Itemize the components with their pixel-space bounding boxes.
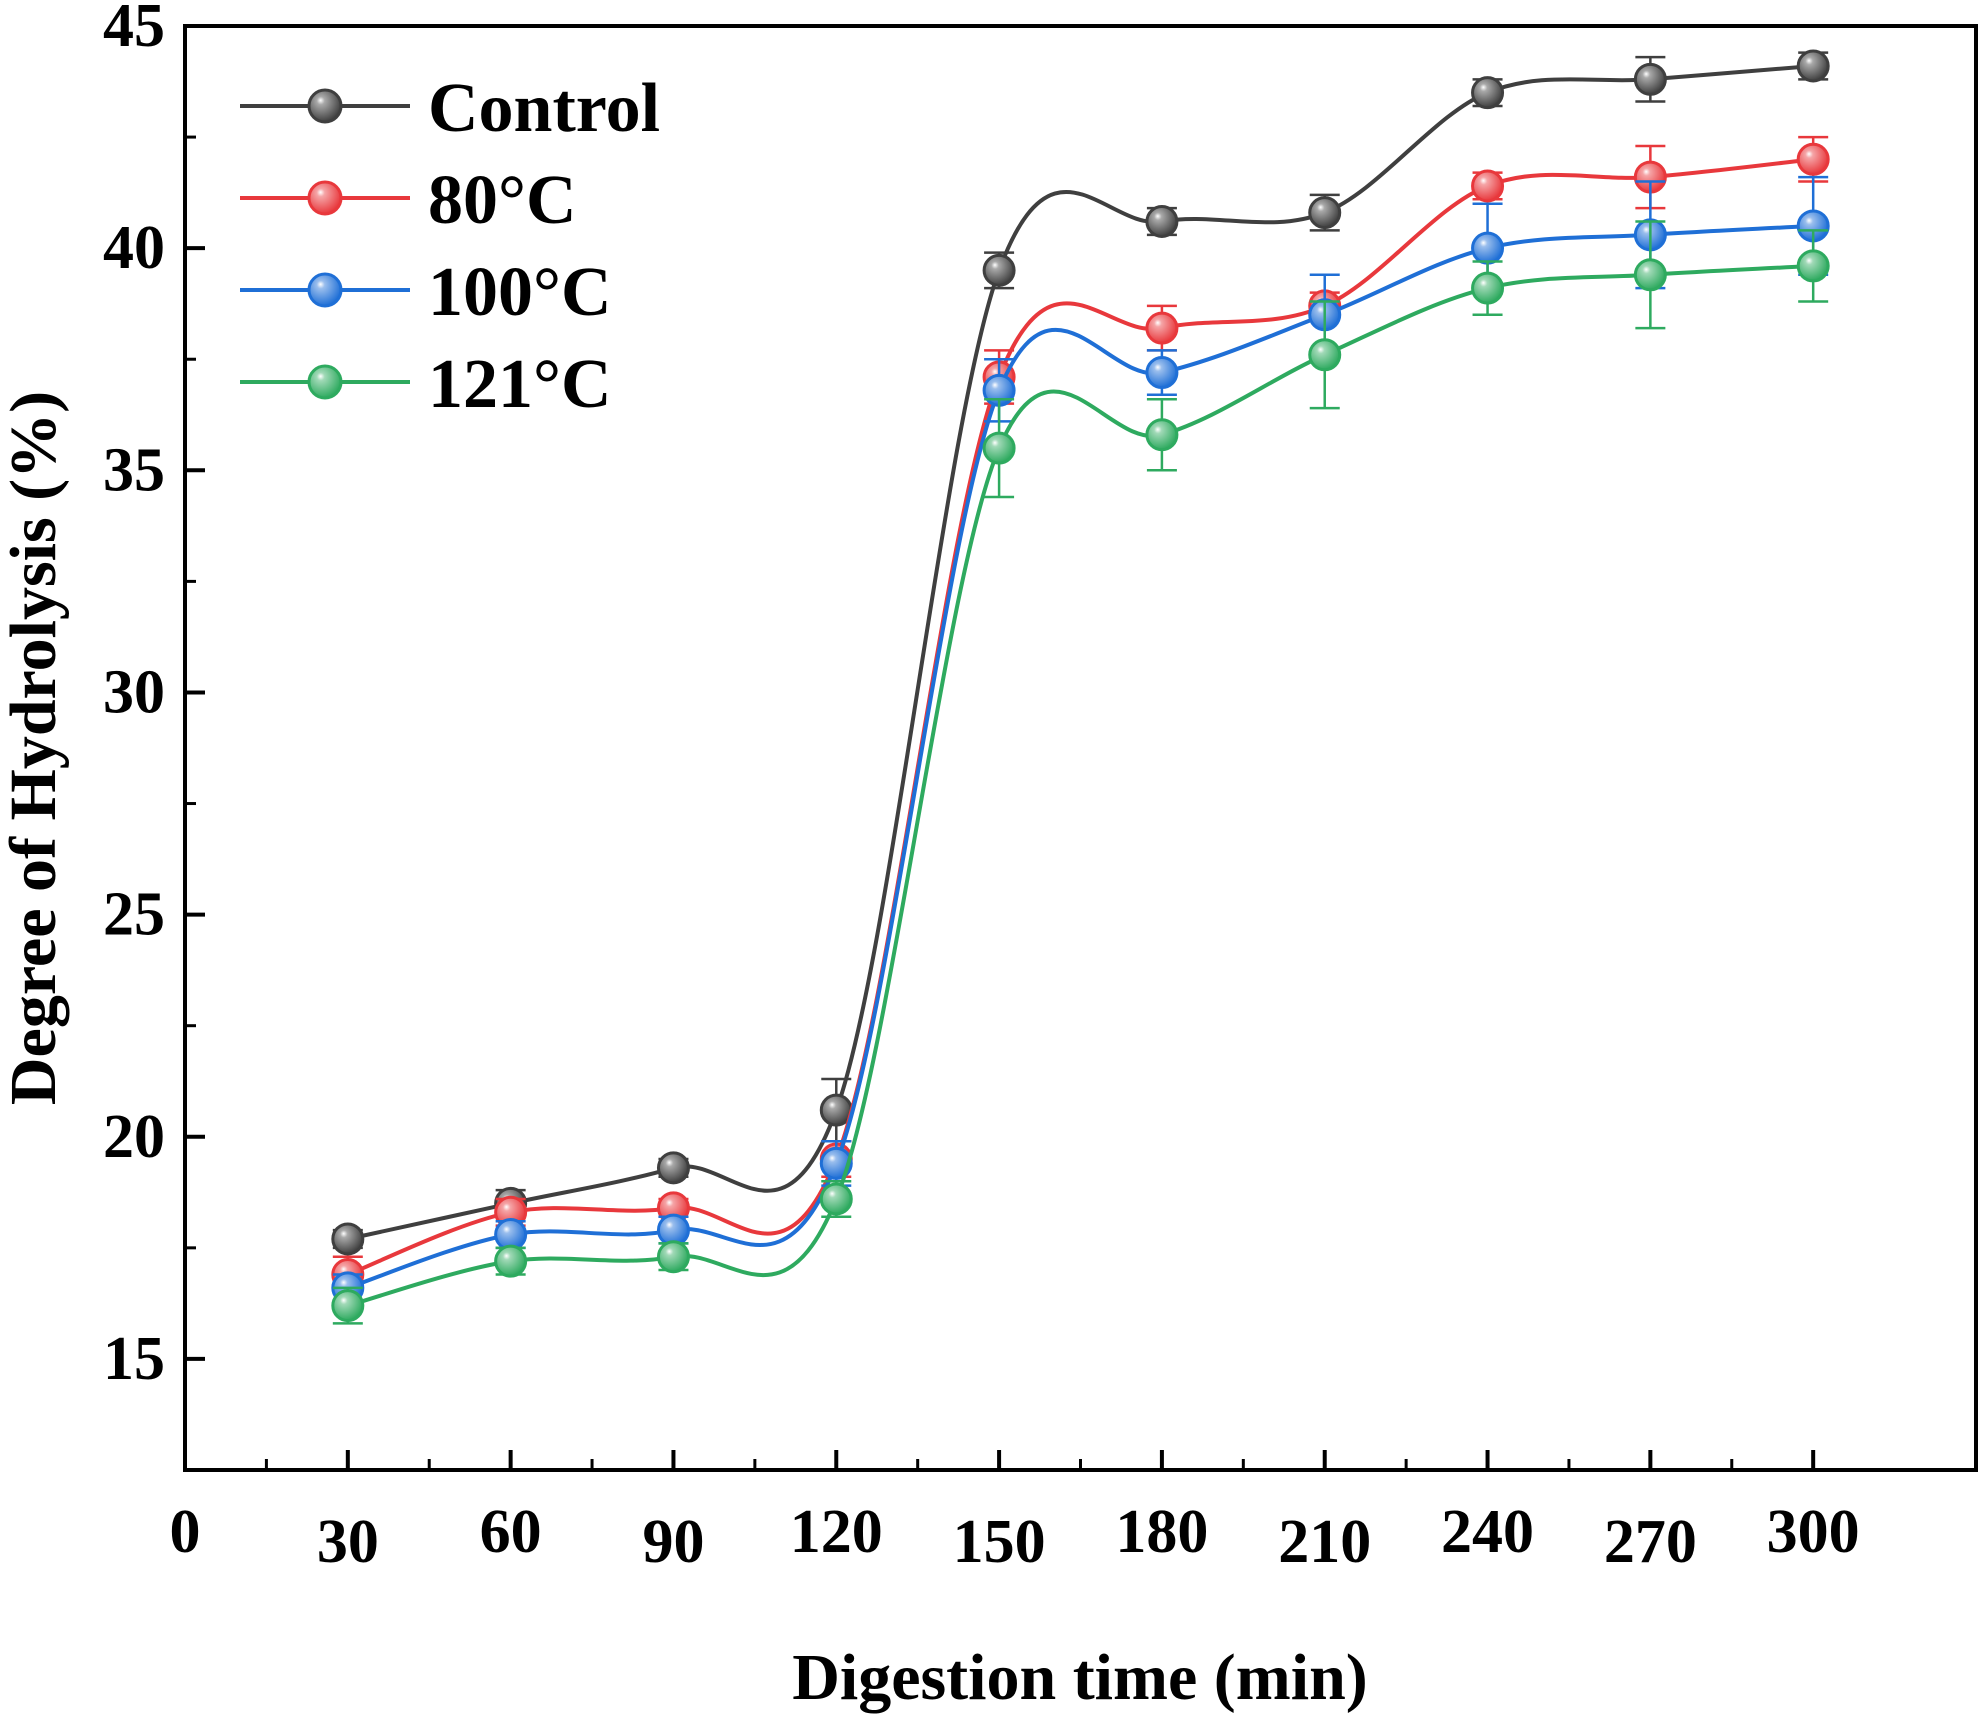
data-point-control-240 [1471, 76, 1505, 110]
data-point-control-90 [656, 1151, 690, 1185]
legend-label-121-c: 121°C [428, 346, 612, 423]
data-point-121-c-150 [982, 431, 1016, 465]
series-121-c [331, 220, 1830, 1325]
data-point-80-c-240 [1471, 169, 1505, 203]
legend-item-121-c: 121°C [240, 346, 612, 423]
y-tick-label-15: 15 [103, 1325, 165, 1393]
data-point-control-150 [982, 253, 1016, 287]
data-point-80-c-300 [1796, 142, 1830, 176]
legend-label-control: Control [428, 70, 660, 147]
y-tick-label-45: 45 [103, 0, 165, 60]
x-tick-label-270: 270 [1604, 1508, 1697, 1576]
data-point-80-c-180 [1145, 311, 1179, 345]
data-point-control-30 [331, 1222, 365, 1256]
data-point-121-c-270 [1633, 258, 1667, 292]
data-point-100-c-120 [819, 1146, 853, 1180]
legend-marker-80-c [307, 180, 343, 216]
data-point-control-270 [1633, 62, 1667, 96]
plot-frame [183, 24, 1978, 1472]
data-point-121-c-60 [494, 1244, 528, 1278]
x-tick-label-30: 30 [317, 1508, 379, 1576]
legend-marker-100-c [307, 272, 343, 308]
y-tick-label-20: 20 [103, 1103, 165, 1171]
legend-label-80-c: 80°C [428, 162, 577, 239]
x-axis: 0 30 60 90 120 150 180 210 240 270 300 [170, 1450, 1860, 1576]
legend-marker-control [307, 88, 343, 124]
x-tick-label-60: 60 [480, 1498, 542, 1566]
series-layer [331, 49, 1830, 1325]
x-tick-label-150: 150 [953, 1508, 1046, 1576]
data-point-control-210 [1308, 196, 1342, 230]
x-axis-title: Digestion time (min) [792, 1641, 1368, 1714]
x-tick-label-0: 0 [170, 1498, 201, 1566]
data-point-121-c-240 [1471, 271, 1505, 305]
x-tick-label-240: 240 [1441, 1498, 1534, 1566]
x-tick-label-90: 90 [642, 1508, 704, 1576]
y-tick-label-25: 25 [103, 881, 165, 949]
data-point-121-c-120 [819, 1182, 853, 1216]
data-point-121-c-90 [656, 1240, 690, 1274]
legend-label-100-c: 100°C [428, 254, 612, 331]
legend-marker-121-c [307, 364, 343, 400]
y-tick-label-30: 30 [103, 658, 165, 726]
x-tick-label-180: 180 [1115, 1498, 1208, 1566]
x-tick-label-300: 300 [1767, 1498, 1860, 1566]
y-tick-label-35: 35 [103, 436, 165, 504]
y-axis: 15 20 25 30 35 40 45 [103, 0, 205, 1472]
data-point-121-c-30 [331, 1289, 365, 1323]
data-point-121-c-300 [1796, 249, 1830, 283]
data-point-control-180 [1145, 204, 1179, 238]
legend: Control 80°C 100°C 121°C [240, 70, 660, 423]
legend-item-control: Control [240, 70, 660, 147]
legend-item-100-c: 100°C [240, 254, 612, 331]
x-tick-label-120: 120 [790, 1498, 883, 1566]
series-line-control [347, 64, 1814, 1241]
data-point-121-c-210 [1308, 338, 1342, 372]
data-point-100-c-180 [1145, 356, 1179, 390]
data-point-121-c-180 [1145, 418, 1179, 452]
y-tick-label-40: 40 [103, 214, 165, 282]
x-tick-label-210: 210 [1278, 1508, 1371, 1576]
y-axis-title: Degree of Hydrolysis (%) [0, 391, 70, 1105]
legend-item-80-c: 80°C [240, 162, 577, 239]
data-point-100-c-240 [1471, 231, 1505, 265]
data-point-control-300 [1796, 49, 1830, 83]
